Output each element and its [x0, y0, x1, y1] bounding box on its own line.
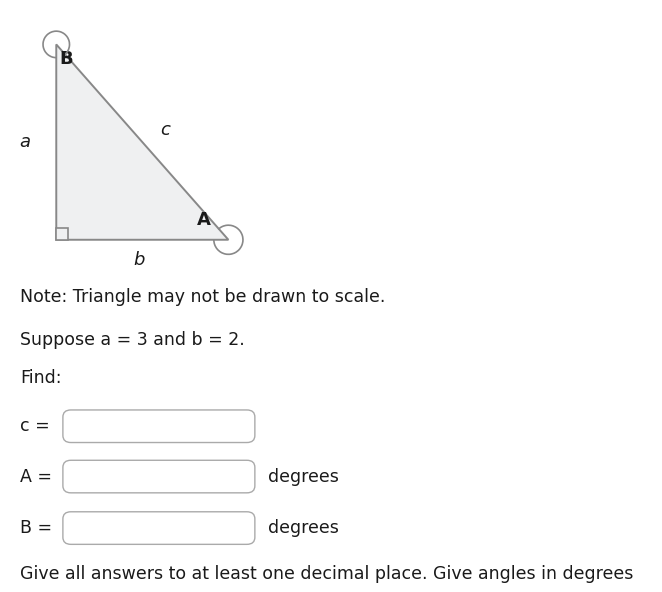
- Text: Suppose a = 3 and b = 2.: Suppose a = 3 and b = 2.: [20, 332, 245, 349]
- FancyBboxPatch shape: [63, 410, 255, 443]
- Text: A =: A =: [20, 468, 52, 485]
- Text: b: b: [133, 252, 145, 269]
- Text: a: a: [20, 133, 30, 151]
- Text: A: A: [197, 211, 211, 229]
- Text: Find:: Find:: [20, 369, 62, 387]
- Text: Give all answers to at least one decimal place. Give angles in degrees: Give all answers to at least one decimal…: [20, 565, 634, 583]
- FancyBboxPatch shape: [63, 511, 255, 545]
- Text: degrees: degrees: [268, 468, 339, 485]
- FancyBboxPatch shape: [63, 461, 255, 493]
- Text: B =: B =: [20, 519, 52, 537]
- Text: c: c: [161, 121, 170, 139]
- Polygon shape: [56, 228, 68, 240]
- Text: B: B: [60, 50, 73, 68]
- Text: degrees: degrees: [268, 519, 339, 537]
- Polygon shape: [56, 44, 228, 240]
- Text: c =: c =: [20, 417, 50, 435]
- Text: Note: Triangle may not be drawn to scale.: Note: Triangle may not be drawn to scale…: [20, 288, 385, 306]
